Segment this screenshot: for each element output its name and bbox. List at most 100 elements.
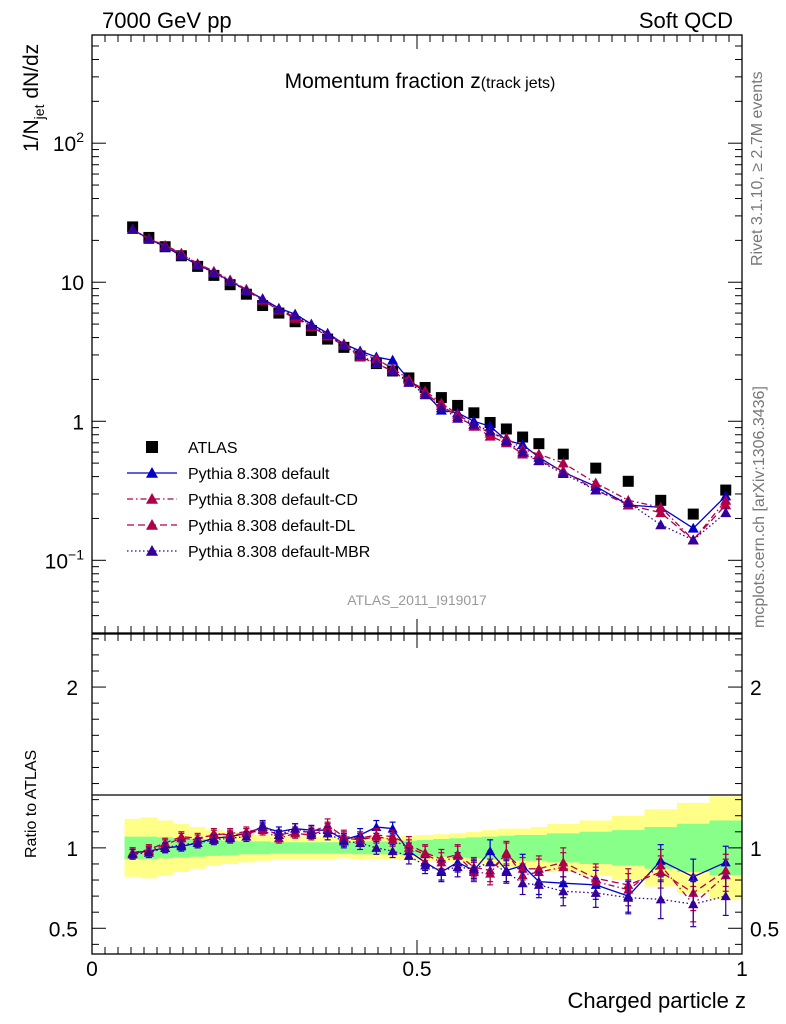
legend-marker bbox=[146, 519, 158, 530]
data-point bbox=[557, 457, 569, 468]
data-point bbox=[289, 309, 301, 320]
ratio-data-point bbox=[257, 820, 268, 830]
header-energy-label: 7000 GeV pp bbox=[102, 8, 232, 33]
ratio-data-point bbox=[273, 830, 284, 840]
ratio-data-point bbox=[420, 847, 431, 857]
legend-label: ATLAS bbox=[188, 440, 238, 457]
ratio-data-point bbox=[501, 849, 512, 859]
data-point bbox=[720, 484, 732, 496]
header-category-label: Soft QCD bbox=[639, 8, 733, 33]
data-point bbox=[224, 276, 236, 287]
ratio-data-point bbox=[225, 833, 236, 843]
ratio-data-point bbox=[436, 865, 447, 875]
ratio-data-point bbox=[403, 850, 414, 860]
data-point bbox=[419, 389, 431, 400]
ratio-y-tick-label-left: 0.5 bbox=[49, 918, 78, 941]
ratio-data-point bbox=[176, 839, 187, 849]
data-point bbox=[590, 477, 602, 488]
ratio-data-point bbox=[176, 831, 187, 841]
data-point bbox=[500, 423, 512, 435]
legend-entry: Pythia 8.308 default bbox=[127, 466, 330, 483]
ratio-data-point bbox=[655, 866, 666, 876]
ratio-y-axis-label: Ratio to ATLAS bbox=[23, 750, 40, 858]
main-plot-title: Momentum fraction z(track jets) bbox=[285, 70, 556, 93]
ratio-data-point bbox=[160, 842, 171, 852]
legend: ATLAS Pythia 8.308 default Pythia 8.308 de… bbox=[127, 440, 370, 561]
main-y-tick-label: 1 bbox=[72, 411, 84, 434]
data-point bbox=[533, 438, 545, 450]
ratio-y-tick-label-right: 1 bbox=[750, 838, 762, 861]
legend-marker bbox=[146, 493, 158, 504]
main-y-tick-label: 10 bbox=[61, 272, 84, 295]
mcplots-reference-label: mcplots.cern.ch [arXiv:1306.3436] bbox=[751, 386, 768, 628]
ratio-data-point bbox=[517, 878, 528, 888]
data-point bbox=[655, 507, 667, 518]
x-tick-label: 0 bbox=[86, 958, 98, 981]
data-point bbox=[175, 249, 187, 260]
data-point bbox=[484, 430, 496, 441]
data-point bbox=[273, 303, 285, 314]
data-point bbox=[452, 399, 464, 411]
ratio-series-group bbox=[127, 818, 731, 928]
rivet-version-label: Rivet 3.1.10, ≥ 2.7M events bbox=[749, 71, 766, 266]
data-point bbox=[240, 285, 252, 296]
ratio-data-point bbox=[420, 860, 431, 870]
ratio-data-point bbox=[623, 892, 634, 902]
y-label-a: 1/N bbox=[20, 119, 43, 152]
ratio-panel-frame bbox=[91, 633, 743, 955]
data-point bbox=[305, 319, 317, 330]
data-point bbox=[557, 468, 569, 479]
data-point bbox=[720, 499, 732, 510]
legend-label: Pythia 8.308 default-MBR bbox=[188, 544, 370, 561]
data-point bbox=[687, 508, 699, 520]
ratio-data-point bbox=[355, 838, 366, 848]
data-point bbox=[533, 455, 545, 466]
ratio-data-point bbox=[558, 886, 569, 896]
ratio-y-tick-label-left: 1 bbox=[66, 838, 78, 861]
x-axis-label: Charged particle z bbox=[567, 988, 746, 1013]
ratio-data-point bbox=[720, 891, 731, 901]
data-point bbox=[435, 392, 447, 404]
ratio-tick-labels: 0.5 0.51 12 20 0.5 1 bbox=[49, 677, 779, 981]
ratio-uncertainty-bands bbox=[124, 796, 742, 900]
ratio-data-point bbox=[468, 863, 479, 873]
y-label-sub: jet bbox=[31, 104, 47, 120]
ratio-data-point bbox=[290, 823, 301, 833]
data-point bbox=[517, 431, 529, 443]
tick-label-base: 10 bbox=[45, 550, 68, 573]
ratio-data-point bbox=[371, 830, 382, 840]
ratio-data-point bbox=[720, 865, 731, 875]
ratio-data-point bbox=[127, 849, 138, 859]
data-point bbox=[484, 425, 496, 436]
data-point bbox=[354, 349, 366, 360]
data-point bbox=[208, 267, 220, 278]
plot-title-sub: (track jets) bbox=[481, 75, 556, 92]
data-point bbox=[655, 501, 667, 512]
series-line bbox=[132, 228, 727, 541]
ratio-data-point bbox=[338, 836, 349, 846]
analysis-watermark: ATLAS_2011_I919017 bbox=[347, 592, 487, 608]
x-tick-label: 1 bbox=[736, 958, 748, 981]
data-point bbox=[720, 507, 732, 518]
main-y-tick-label: 10−1 bbox=[45, 546, 85, 573]
data-point bbox=[257, 300, 269, 312]
data-point bbox=[127, 223, 139, 234]
legend-entry: Pythia 8.308 default-CD bbox=[127, 492, 358, 509]
plot-title-main: Momentum fraction z bbox=[285, 70, 481, 93]
legend-marker bbox=[146, 441, 158, 453]
series-line bbox=[132, 228, 727, 530]
data-point bbox=[370, 358, 382, 368]
data-point bbox=[143, 233, 155, 244]
data-point bbox=[452, 412, 464, 423]
main-series-4 bbox=[127, 223, 732, 545]
ratio-data-point bbox=[208, 834, 219, 844]
legend-label: Pythia 8.308 default bbox=[188, 466, 330, 483]
ratio-series-3 bbox=[127, 819, 731, 928]
tick-label-base: 10 bbox=[53, 133, 76, 156]
legend-entry: Pythia 8.308 default-MBR bbox=[127, 544, 370, 561]
ratio-data-point bbox=[241, 831, 252, 841]
ratio-data-point bbox=[558, 857, 569, 867]
ratio-data-point bbox=[501, 866, 512, 876]
ratio-data-point bbox=[533, 863, 544, 873]
data-point bbox=[387, 354, 399, 365]
